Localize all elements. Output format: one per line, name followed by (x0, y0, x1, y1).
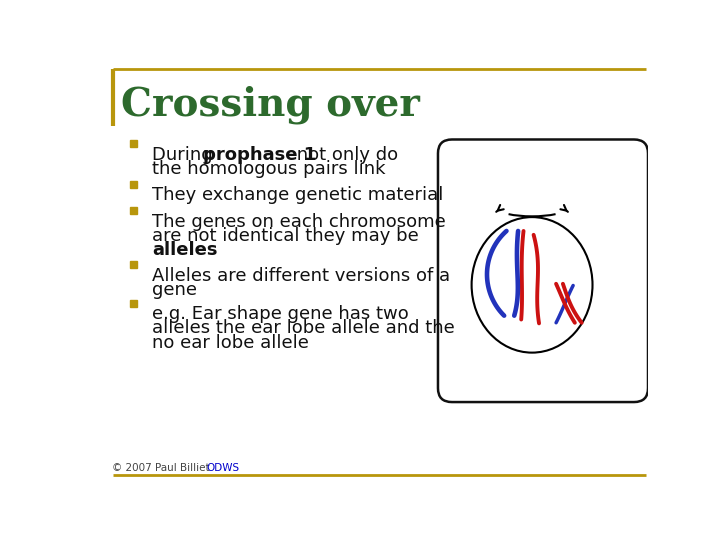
Text: not only do: not only do (291, 146, 398, 164)
Bar (130, 140, 138, 147)
Text: e.g. Ear shape gene has two: e.g. Ear shape gene has two (152, 305, 409, 323)
Bar (130, 300, 138, 307)
Text: © 2007 Paul Billiet: © 2007 Paul Billiet (112, 463, 212, 473)
Bar (130, 261, 138, 268)
Text: no ear lobe allele: no ear lobe allele (152, 334, 309, 352)
FancyBboxPatch shape (438, 139, 648, 402)
Text: are not identical they may be: are not identical they may be (152, 227, 419, 245)
Ellipse shape (472, 217, 593, 353)
Text: the homologous pairs link: the homologous pairs link (152, 160, 385, 178)
Text: alleles: alleles (152, 241, 217, 259)
Bar (130, 181, 138, 188)
Text: alleles the ear lobe allele and the: alleles the ear lobe allele and the (152, 319, 455, 338)
Text: gene: gene (152, 281, 197, 299)
Text: prophase 1: prophase 1 (204, 146, 317, 164)
Text: Alleles are different versions of a: Alleles are different versions of a (152, 267, 450, 285)
Text: During: During (152, 146, 218, 164)
Text: ODWS: ODWS (206, 463, 239, 473)
Text: Crossing over: Crossing over (121, 85, 420, 124)
Text: The genes on each chromosome: The genes on each chromosome (152, 213, 446, 231)
Text: They exchange genetic material: They exchange genetic material (152, 186, 444, 205)
Bar (130, 207, 138, 214)
